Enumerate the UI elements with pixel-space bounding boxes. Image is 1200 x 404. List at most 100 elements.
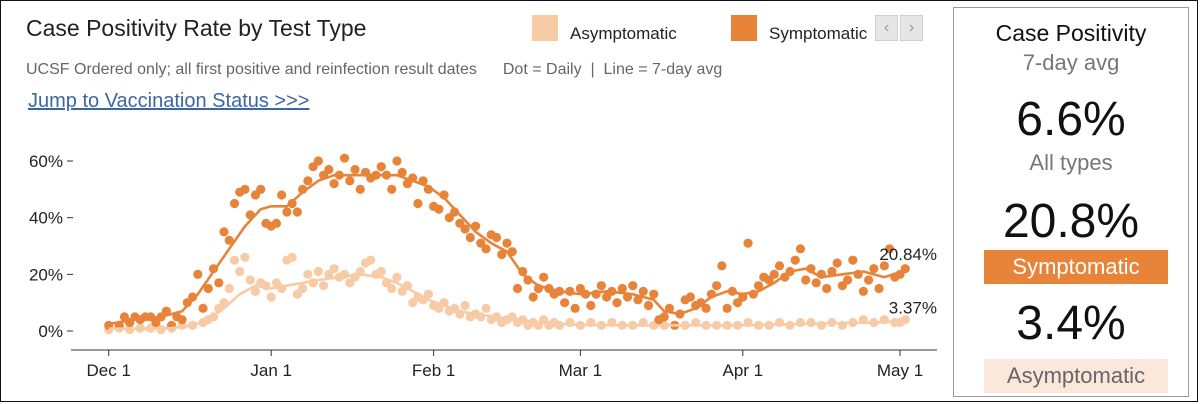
symptomatic-daily-dot xyxy=(827,266,837,277)
y-tick-label: 60% xyxy=(29,152,63,171)
legend-swatch-asymptomatic xyxy=(532,15,558,41)
end-labels: 20.84% 3.37% xyxy=(879,245,937,317)
symptomatic-daily-dot xyxy=(722,303,732,313)
all-types-value: 6.6% xyxy=(1016,93,1126,146)
asymptomatic-badge: Asymptomatic xyxy=(984,359,1168,393)
symptomatic-daily-dot xyxy=(465,232,475,243)
asymptomatic-daily-dot xyxy=(795,317,806,328)
symptomatic-daily-dot xyxy=(717,261,727,271)
symptomatic-daily-dot xyxy=(413,198,423,209)
symptomatic-daily-dot xyxy=(324,164,334,175)
symptomatic-daily-dot xyxy=(303,176,313,186)
symptomatic-daily-dot xyxy=(376,162,386,172)
symptomatic-daily-dot xyxy=(879,261,889,271)
asymptomatic-daily-dot xyxy=(250,286,261,296)
legend-item-asymptomatic[interactable]: Asymptomatic xyxy=(532,15,677,43)
symptomatic-daily-dot xyxy=(387,184,397,194)
symptomatic-daily-dot xyxy=(570,303,580,313)
asymptomatic-daily-dot xyxy=(303,269,313,279)
symptomatic-daily-dot xyxy=(256,184,266,194)
jump-to-vaccination-link[interactable]: Jump to Vaccination Status >>> xyxy=(28,90,310,112)
symptomatic-daily-dot xyxy=(229,198,240,209)
legend-pager: ‹ › xyxy=(875,15,925,41)
asymptomatic-daily-dot xyxy=(318,281,329,291)
symptomatic-avg-line xyxy=(108,173,901,326)
symptomatic-daily-dot xyxy=(397,167,407,177)
symptomatic-daily-dot xyxy=(612,298,622,308)
symptomatic-daily-dot xyxy=(811,278,821,288)
asymptomatic-daily-dot xyxy=(235,266,245,277)
x-axis: Dec 1 Jan 1 Feb 1 Mar 1 Apr 1 May 1 xyxy=(87,350,923,380)
symptomatic-daily-dot xyxy=(240,184,250,194)
legend-swatch-symptomatic xyxy=(731,15,757,41)
symptomatic-daily-dot xyxy=(628,281,638,291)
symptomatic-daily-dot xyxy=(743,238,753,248)
y-tick-label: 20% xyxy=(29,265,63,284)
asymptomatic-end-label: 3.37% xyxy=(889,298,937,317)
symptomatic-daily-dot xyxy=(753,281,764,291)
symptomatic-daily-dot xyxy=(198,303,208,313)
symptomatic-daily-dot xyxy=(822,283,832,294)
chevron-left-icon[interactable]: ‹ xyxy=(875,15,898,41)
y-tick-label: 40% xyxy=(29,209,63,228)
chevron-right-icon[interactable]: › xyxy=(900,15,923,41)
y-tick-label: 0% xyxy=(38,322,63,341)
symptomatic-daily-dot xyxy=(502,238,512,248)
y-axis: 0% 20% 40% 60% xyxy=(29,152,73,341)
symptomatic-value: 20.8% xyxy=(1002,195,1140,248)
asymptomatic-daily-dot xyxy=(229,255,240,265)
asymptomatic-daily-dot xyxy=(298,283,308,294)
symptomatic-daily-dot xyxy=(638,286,648,296)
subtitle-legend-note: Dot = Daily | Line = 7-day avg xyxy=(502,61,723,78)
symptomatic-daily-dot xyxy=(795,244,806,254)
symptomatic-daily-dot xyxy=(512,283,523,294)
panel-title: Case Positivity xyxy=(995,20,1147,46)
symptomatic-daily-dot xyxy=(869,264,879,274)
symptomatic-daily-dot xyxy=(491,232,502,243)
x-tick-label: Mar 1 xyxy=(559,361,602,380)
asymptomatic-daily-dot xyxy=(460,300,470,311)
symptomatic-daily-dot xyxy=(863,275,874,285)
symptomatic-daily-dot xyxy=(345,176,355,186)
legend-label-asymptomatic: Asymptomatic xyxy=(570,24,677,43)
symptomatic-daily-dot xyxy=(659,312,669,322)
asymptomatic-daily-dot xyxy=(313,266,323,277)
symptomatic-daily-dot xyxy=(277,190,287,200)
symptomatic-daily-dot xyxy=(203,283,213,294)
symptomatic-daily-dot xyxy=(843,275,853,285)
asymptomatic-daily-dot xyxy=(329,264,339,274)
symptomatic-daily-dot xyxy=(596,281,606,291)
asymptomatic-daily-dot xyxy=(266,292,276,302)
asymptomatic-daily-dot xyxy=(366,255,376,265)
legend-item-symptomatic[interactable]: Symptomatic xyxy=(731,15,868,43)
symptomatic-daily-dot xyxy=(282,207,292,217)
asymptomatic-daily-dot xyxy=(900,315,910,325)
symptomatic-daily-dot xyxy=(848,255,858,265)
symptomatic-daily-dot xyxy=(392,156,402,166)
legend-label-symptomatic: Symptomatic xyxy=(769,24,868,43)
symptomatic-daily-dot xyxy=(214,278,224,288)
symptomatic-daily-dot xyxy=(685,292,696,302)
asymptomatic-daily-dot xyxy=(816,320,827,330)
symptomatic-daily-dot xyxy=(339,153,350,163)
symptomatic-end-label: 20.84% xyxy=(879,245,937,264)
summary-panel: Case Positivity 7-day avg 6.6% All types… xyxy=(953,7,1189,397)
symptomatic-daily-dot xyxy=(801,275,811,285)
symptomatic-daily-dot xyxy=(271,218,282,228)
symptomatic-daily-dot xyxy=(355,184,365,194)
x-tick-label: Apr 1 xyxy=(723,361,764,380)
symptomatic-daily-dot xyxy=(874,283,884,294)
symptomatic-daily-dot xyxy=(701,303,711,313)
symptomatic-daily-dot xyxy=(528,292,538,302)
symptomatic-daily-dot xyxy=(434,204,444,214)
x-tick-label: May 1 xyxy=(877,361,923,380)
symptomatic-daily-dot xyxy=(884,244,895,254)
symptomatic-daily-dot xyxy=(712,281,722,291)
symptomatic-daily-dot xyxy=(900,264,910,274)
symptomatic-daily-dot xyxy=(449,207,460,217)
symptomatic-badge: Symptomatic xyxy=(984,250,1168,284)
asymptomatic-daily-dot xyxy=(287,252,297,262)
x-tick-label: Feb 1 xyxy=(412,361,455,380)
symptomatic-daily-dot xyxy=(643,300,654,311)
